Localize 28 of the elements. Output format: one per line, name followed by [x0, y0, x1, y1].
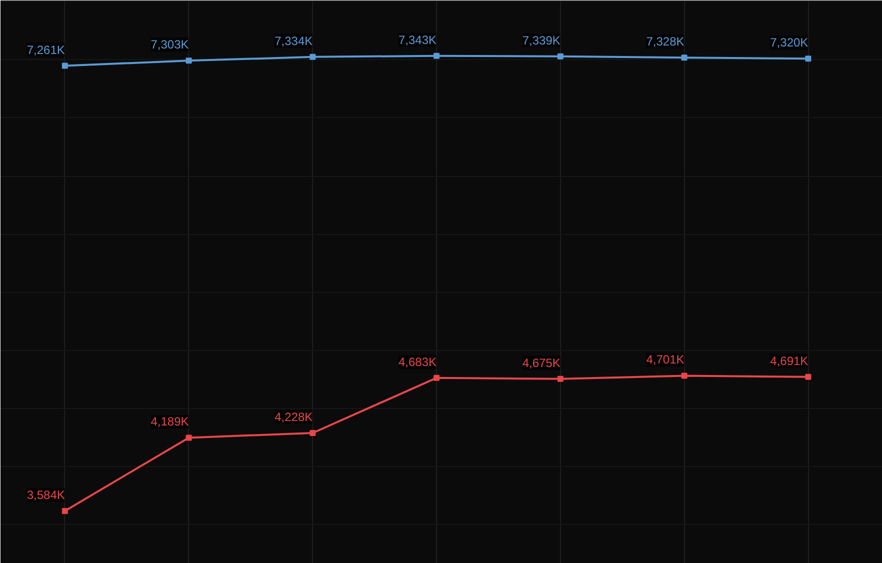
data-label: 7,343K	[398, 32, 437, 47]
data-label: 7,339K	[522, 33, 560, 48]
point	[805, 56, 812, 62]
data-label: 4,675K	[522, 356, 560, 370]
data-label: 4,228K	[274, 410, 313, 424]
point	[434, 52, 440, 59]
point	[310, 430, 316, 436]
point	[805, 374, 812, 380]
point	[681, 54, 688, 61]
data-label: 7,303K	[150, 38, 189, 52]
data-label: 7,328K	[646, 34, 684, 49]
data-label: 4,683K	[398, 354, 437, 369]
data-label: 7,261K	[26, 42, 65, 57]
point	[186, 58, 192, 64]
data-label: 7,334K	[274, 34, 313, 48]
point	[557, 53, 564, 60]
data-label: 4,189K	[150, 414, 189, 429]
point	[62, 508, 68, 514]
point	[186, 434, 192, 441]
point	[310, 54, 316, 60]
point	[62, 62, 68, 69]
data-label: 3,584K	[26, 488, 65, 502]
point	[557, 376, 564, 382]
point	[681, 372, 688, 379]
data-label: 7,320K	[770, 36, 808, 50]
point	[434, 374, 440, 381]
data-label: 4,701K	[646, 352, 684, 367]
data-label: 4,691K	[770, 354, 808, 368]
